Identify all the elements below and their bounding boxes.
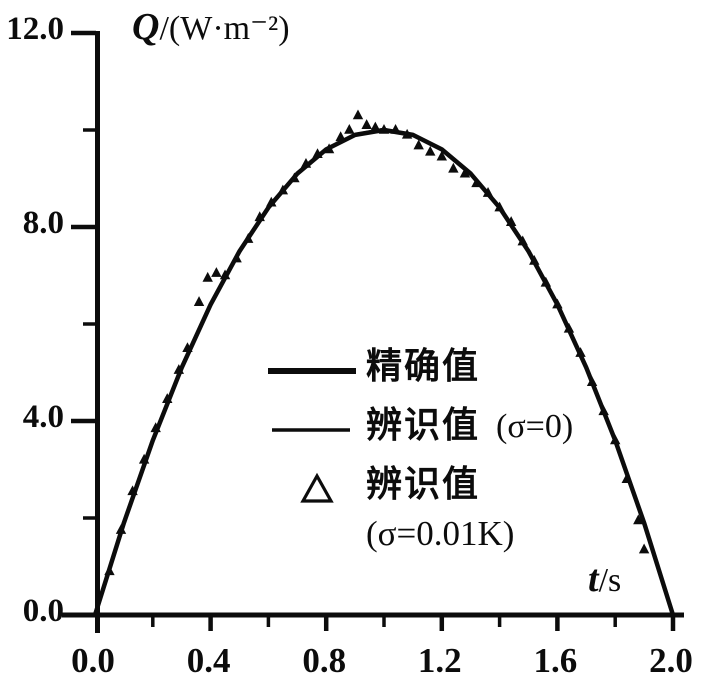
identified-noise-triangle-marker [494, 201, 505, 212]
y-axis-symbol: Q [132, 6, 160, 48]
legend-label-identified-noise-line2: (σ=0.01K) [366, 514, 515, 553]
legend-label-identified-sigma0-text: 辨识值 [366, 404, 481, 445]
x-axis-symbol: t [588, 558, 599, 600]
legend-marker-group [268, 368, 356, 503]
identified-noise-triangle-marker [370, 121, 381, 132]
identified-noise-triangle-marker [425, 145, 436, 156]
axes-group [62, 30, 684, 633]
identified-noise-triangle-marker [115, 524, 127, 534]
identified-noise-triangle-marker [540, 276, 552, 287]
identified-noise-triangle-marker [610, 434, 621, 445]
identified-noise-triangle-marker [505, 216, 517, 226]
identified-noise-triangle-marker [436, 150, 447, 161]
y-tick-label: 8.0 [22, 205, 64, 241]
identified-noise-triangle-marker [219, 269, 231, 280]
identified-noise-triangle-marker [563, 322, 575, 333]
identified-noise-triangle-marker [638, 543, 650, 554]
x-axis-unit: /s [598, 562, 622, 599]
legend-label-identified-sigma0-suffix: (σ=0) [496, 408, 574, 445]
identified-noise-triangle-marker [448, 162, 459, 173]
identified-noise-triangle-marker [277, 184, 289, 195]
legend-triangle-marker [300, 472, 334, 503]
identified-noise-triangle-marker [621, 473, 632, 483]
y-tick-label: 4.0 [22, 399, 64, 435]
legend-label-exact-value: 精确值 [366, 345, 481, 386]
identified-noise-triangle-marker [482, 187, 494, 197]
identified-noise-triangle-marker [552, 298, 563, 309]
identified-noise-triangle-marker [529, 254, 540, 265]
identified-noise-triangle-marker [193, 296, 205, 306]
identified-noise-triangle-marker [413, 139, 424, 150]
series-group [92, 109, 676, 618]
identified-noise-triangle-marker [162, 393, 173, 403]
identified-noise-triangle-marker [104, 565, 115, 576]
identified-noise-triangle-marker [390, 124, 401, 134]
x-tick-label: 0.8 [302, 641, 347, 680]
x-tick-label: 0.0 [71, 641, 115, 680]
legend-label-identified-sigma0: 辨识值 (σ=0) [366, 406, 573, 445]
identified-noise-triangle-marker [586, 376, 598, 386]
identified-noise-triangle-marker [266, 196, 277, 207]
y-axis-unit: /(W·m⁻²) [159, 10, 290, 47]
identified-noise-triangle-marker [138, 453, 150, 464]
identified-noise-triangle-marker [312, 148, 323, 159]
x-tick-label: 2.0 [649, 641, 693, 680]
y-tick-label: 0.0 [22, 593, 64, 629]
x-tick-label: 1.6 [533, 641, 578, 680]
identified-noise-triangle-marker [150, 422, 161, 433]
identified-noise-triangle-marker [352, 109, 364, 120]
identified-noise-triangle-marker [127, 485, 138, 496]
identified-noise-triangle-marker [242, 233, 254, 243]
identified-noise-triangle-marker [254, 211, 265, 222]
identified-noise-triangle-marker [323, 143, 335, 154]
identified-noise-triangle-marker [401, 128, 413, 139]
identified-noise-triangle-marker [173, 364, 185, 374]
identified-noise-triangle-marker [575, 347, 586, 357]
identified-noise-triangle-marker [182, 342, 193, 353]
identified-noise-triangle-marker [378, 124, 390, 134]
identified-noise-triangle-marker [202, 271, 213, 282]
identified-noise-triangle-marker [335, 131, 346, 142]
x-axis-title: t/s [588, 558, 622, 600]
x-tick-label: 1.2 [417, 641, 462, 680]
y-axis-title: Q/(W·m⁻²) [132, 6, 290, 48]
identified-noise-triangle-marker [517, 235, 528, 246]
identified-noise-triangle-marker [598, 405, 609, 416]
identified-noise-triangle-marker [231, 252, 242, 263]
identified-noise-triangle-marker [300, 157, 312, 168]
identified-noise-triangle-marker [361, 119, 372, 129]
identified-noise-triangle-marker [289, 172, 300, 183]
identified-noise-triangle-marker [633, 514, 644, 525]
identified-noise-triangle-marker [344, 124, 355, 134]
x-tick-label: 0.4 [186, 641, 231, 680]
legend-label-identified-noise: 辨识值 [366, 463, 481, 504]
identified-noise-triangle-marker [211, 267, 222, 277]
y-tick-label: 12.0 [6, 11, 64, 47]
identified-noise-triangle-marker [459, 167, 471, 178]
identified-noise-triangle-marker [471, 177, 482, 188]
